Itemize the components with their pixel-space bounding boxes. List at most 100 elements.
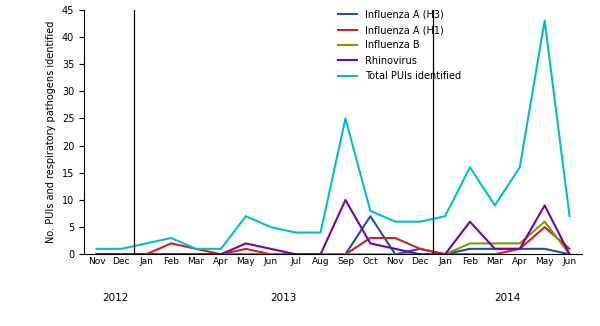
Influenza A (H3): [416, 247, 424, 251]
Influenza A (H3): [342, 252, 349, 256]
Influenza A (H1): [317, 252, 324, 256]
Text: 2014: 2014: [494, 293, 520, 303]
Influenza A (H1): [93, 252, 100, 256]
Rhinovirus: [193, 252, 200, 256]
Total PUIs identified: [516, 165, 523, 169]
Influenza B: [566, 252, 573, 256]
Total PUIs identified: [193, 247, 200, 251]
Rhinovirus: [367, 242, 374, 245]
Influenza B: [193, 252, 200, 256]
Total PUIs identified: [292, 230, 299, 234]
Influenza A (H3): [491, 247, 499, 251]
Influenza A (H3): [392, 252, 399, 256]
Rhinovirus: [143, 252, 150, 256]
Influenza B: [491, 242, 499, 245]
Influenza A (H3): [516, 247, 523, 251]
Influenza B: [416, 252, 424, 256]
Legend: Influenza A (H3), Influenza A (H1), Influenza B, Rhinovirus, Total PUIs identifi: Influenza A (H3), Influenza A (H1), Infl…: [338, 10, 461, 81]
Rhinovirus: [566, 252, 573, 256]
Total PUIs identified: [242, 214, 250, 218]
Influenza A (H3): [267, 252, 274, 256]
Total PUIs identified: [466, 165, 473, 169]
Total PUIs identified: [392, 220, 399, 224]
Influenza B: [317, 252, 324, 256]
Total PUIs identified: [491, 203, 499, 207]
Rhinovirus: [466, 220, 473, 224]
Influenza A (H1): [416, 247, 424, 251]
Total PUIs identified: [566, 214, 573, 218]
Influenza A (H1): [342, 252, 349, 256]
Rhinovirus: [541, 203, 548, 207]
Rhinovirus: [442, 252, 449, 256]
Influenza A (H3): [367, 214, 374, 218]
Rhinovirus: [167, 252, 175, 256]
Influenza A (H1): [242, 247, 250, 251]
Influenza A (H1): [491, 252, 499, 256]
Text: 2012: 2012: [102, 293, 128, 303]
Total PUIs identified: [317, 230, 324, 234]
Influenza A (H3): [167, 252, 175, 256]
Influenza B: [118, 252, 125, 256]
Influenza A (H3): [317, 252, 324, 256]
Influenza A (H1): [367, 236, 374, 240]
Line: Influenza A (H1): Influenza A (H1): [97, 227, 569, 254]
Influenza A (H3): [442, 252, 449, 256]
Influenza A (H3): [541, 247, 548, 251]
Influenza A (H1): [392, 236, 399, 240]
Influenza A (H3): [143, 252, 150, 256]
Influenza B: [242, 252, 250, 256]
Influenza B: [292, 252, 299, 256]
Influenza B: [541, 220, 548, 224]
Influenza A (H3): [242, 252, 250, 256]
Influenza A (H1): [217, 252, 224, 256]
Influenza A (H1): [143, 252, 150, 256]
Influenza A (H3): [466, 247, 473, 251]
Influenza A (H3): [118, 252, 125, 256]
Total PUIs identified: [342, 116, 349, 120]
Total PUIs identified: [93, 247, 100, 251]
Influenza A (H1): [267, 252, 274, 256]
Influenza B: [466, 242, 473, 245]
Rhinovirus: [118, 252, 125, 256]
Total PUIs identified: [442, 214, 449, 218]
Line: Total PUIs identified: Total PUIs identified: [97, 21, 569, 249]
Rhinovirus: [516, 247, 523, 251]
Influenza B: [516, 242, 523, 245]
Total PUIs identified: [367, 209, 374, 213]
Rhinovirus: [93, 252, 100, 256]
Total PUIs identified: [267, 225, 274, 229]
Total PUIs identified: [217, 247, 224, 251]
Line: Influenza A (H3): Influenza A (H3): [97, 216, 569, 254]
Influenza A (H1): [193, 247, 200, 251]
Influenza A (H1): [442, 252, 449, 256]
Line: Rhinovirus: Rhinovirus: [97, 200, 569, 254]
Text: 2013: 2013: [270, 293, 296, 303]
Influenza A (H3): [193, 252, 200, 256]
Influenza A (H1): [566, 247, 573, 251]
Influenza A (H3): [93, 252, 100, 256]
Rhinovirus: [416, 252, 424, 256]
Influenza B: [392, 252, 399, 256]
Influenza A (H1): [118, 252, 125, 256]
Influenza A (H1): [466, 252, 473, 256]
Influenza A (H1): [167, 242, 175, 245]
Influenza A (H1): [292, 252, 299, 256]
Influenza A (H1): [541, 225, 548, 229]
Total PUIs identified: [167, 236, 175, 240]
Total PUIs identified: [416, 220, 424, 224]
Rhinovirus: [267, 247, 274, 251]
Influenza A (H1): [516, 247, 523, 251]
Influenza B: [143, 252, 150, 256]
Influenza A (H3): [292, 252, 299, 256]
Rhinovirus: [292, 252, 299, 256]
Influenza B: [367, 252, 374, 256]
Rhinovirus: [242, 242, 250, 245]
Influenza B: [167, 252, 175, 256]
Influenza A (H3): [217, 252, 224, 256]
Rhinovirus: [317, 252, 324, 256]
Total PUIs identified: [541, 19, 548, 22]
Influenza B: [267, 252, 274, 256]
Influenza B: [217, 252, 224, 256]
Influenza B: [93, 252, 100, 256]
Influenza B: [442, 252, 449, 256]
